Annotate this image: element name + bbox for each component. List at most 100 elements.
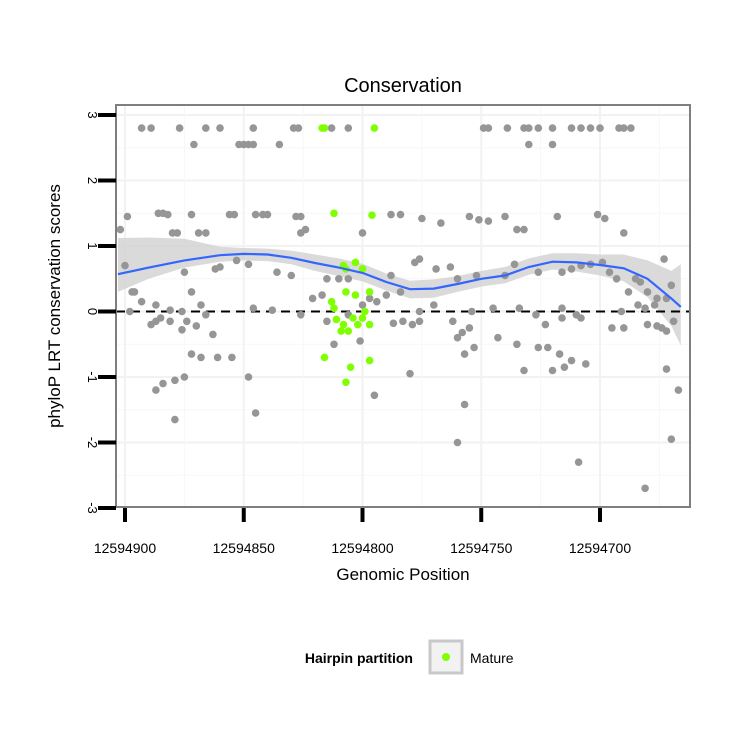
other-point <box>406 369 414 378</box>
other-point <box>658 324 666 332</box>
other-point <box>228 353 236 362</box>
mature-point <box>342 378 350 387</box>
other-point <box>230 210 239 219</box>
other-point <box>641 304 649 313</box>
other-point <box>608 324 616 332</box>
other-point <box>601 214 609 223</box>
other-point <box>555 350 564 358</box>
other-point <box>180 268 189 277</box>
other-point <box>582 360 590 368</box>
other-point <box>415 255 424 263</box>
other-point <box>558 268 566 277</box>
x-tick-label: 12594750 <box>450 540 513 556</box>
x-tick-label: 12594850 <box>213 540 276 556</box>
other-point <box>408 320 417 329</box>
other-point <box>596 124 604 132</box>
other-point <box>534 343 543 352</box>
other-point <box>287 271 296 280</box>
other-point <box>244 260 253 269</box>
mature-point <box>354 320 362 329</box>
other-point <box>251 409 260 417</box>
other-point <box>399 317 407 326</box>
other-point <box>344 275 353 283</box>
other-point <box>387 210 395 219</box>
mature-point <box>344 327 353 335</box>
other-point <box>430 301 438 309</box>
other-point <box>232 256 241 265</box>
other-point <box>593 210 602 219</box>
other-point <box>294 124 303 132</box>
other-point <box>541 320 550 329</box>
other-point <box>137 297 146 306</box>
other-point <box>382 291 391 299</box>
other-point <box>653 294 661 303</box>
other-point <box>468 307 476 316</box>
other-point <box>627 124 635 132</box>
other-point <box>171 415 179 424</box>
other-point <box>667 281 676 290</box>
other-point <box>166 317 174 326</box>
other-point <box>187 210 196 219</box>
other-point <box>636 278 645 286</box>
other-point <box>301 225 310 234</box>
other-point <box>460 400 469 409</box>
other-point <box>605 268 614 277</box>
other-point <box>330 340 338 349</box>
other-point <box>525 124 533 132</box>
smooth-line <box>117 252 682 308</box>
other-point <box>586 124 595 132</box>
other-point <box>650 301 659 309</box>
mature-point <box>327 297 336 306</box>
other-point <box>323 317 331 326</box>
other-point <box>641 484 649 493</box>
other-point <box>634 301 642 309</box>
other-point <box>643 320 652 329</box>
mature-point <box>370 124 379 132</box>
other-point <box>178 307 186 316</box>
chart-title: Conservation <box>344 75 462 97</box>
other-point <box>389 319 398 328</box>
other-point <box>197 301 205 309</box>
mature-point <box>358 314 367 322</box>
other-point <box>458 328 467 337</box>
other-point <box>365 294 374 303</box>
other-point <box>453 438 462 447</box>
other-point <box>643 288 652 296</box>
other-point <box>178 326 186 334</box>
other-point <box>667 435 676 444</box>
other-point <box>249 140 258 149</box>
y-tick-label: 0 <box>85 308 100 315</box>
mature-point <box>339 320 348 329</box>
other-point <box>216 124 224 132</box>
other-point <box>534 268 543 277</box>
mature-point <box>346 363 355 372</box>
y-axis: 3 2 1 0 -1 -2 -3 <box>85 111 116 514</box>
other-point <box>373 297 381 306</box>
legend: Hairpin partition Mature <box>305 639 514 675</box>
other-point <box>152 301 160 309</box>
other-point <box>489 304 497 313</box>
other-point <box>567 265 576 273</box>
other-point <box>513 225 521 234</box>
other-point <box>484 124 493 132</box>
other-point <box>121 261 129 270</box>
mature-point <box>368 211 376 219</box>
other-point <box>465 212 474 221</box>
other-point <box>318 291 326 299</box>
other-point <box>470 343 478 352</box>
panel-background <box>116 105 690 507</box>
other-point <box>171 376 179 385</box>
other-point <box>548 124 557 132</box>
other-point <box>513 340 521 349</box>
other-point <box>173 229 182 237</box>
other-point <box>244 373 253 381</box>
mature-point <box>351 291 360 299</box>
other-point <box>465 324 474 332</box>
other-point <box>553 212 562 221</box>
other-point <box>147 124 155 132</box>
mature-point <box>365 356 374 365</box>
y-tick-label: 1 <box>85 242 100 249</box>
points-layer <box>116 124 683 493</box>
other-point <box>327 124 336 132</box>
other-point <box>558 314 566 322</box>
